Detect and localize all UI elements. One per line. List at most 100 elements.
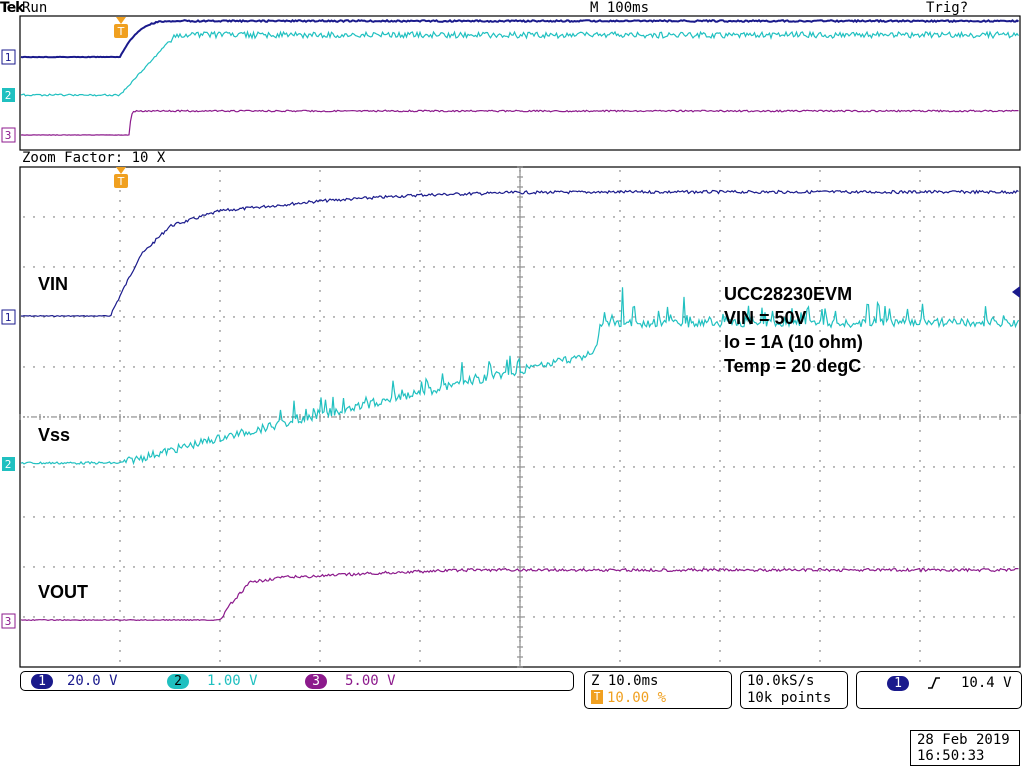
crosshair-dot	[519, 622, 521, 624]
crosshair-dot	[427, 416, 429, 418]
grid-dot	[883, 466, 885, 468]
crosshair-dot	[491, 416, 493, 418]
grid-dot	[243, 466, 245, 468]
grid-dot	[223, 616, 225, 618]
grid-dot	[873, 266, 875, 268]
grid-dot	[919, 650, 921, 652]
grid-dot	[719, 240, 721, 242]
grid-dot	[443, 516, 445, 518]
grid-dot	[119, 280, 121, 282]
annotation-line: Temp = 20 degC	[724, 356, 862, 376]
grid-dot	[343, 616, 345, 618]
crosshair-dot	[519, 254, 521, 256]
grid-dot	[593, 316, 595, 318]
grid-dot	[323, 616, 325, 618]
grid-dot	[833, 266, 835, 268]
grid-dot	[819, 650, 821, 652]
grid-dot	[119, 400, 121, 402]
grid-dot	[819, 270, 821, 272]
grid-dot	[713, 516, 715, 518]
grid-dot	[463, 466, 465, 468]
grid-dot	[343, 216, 345, 218]
crosshair-dot	[519, 258, 521, 260]
grid-dot	[413, 216, 415, 218]
grid-dot	[633, 316, 635, 318]
grid-dot	[763, 566, 765, 568]
grid-dot	[793, 516, 795, 518]
crosshair-dot	[71, 416, 73, 418]
grid-dot	[403, 616, 405, 618]
grid-dot	[83, 566, 85, 568]
grid-dot	[319, 500, 321, 502]
crosshair-dot	[519, 568, 521, 570]
crosshair-dot	[123, 416, 125, 418]
grid-dot	[573, 516, 575, 518]
crosshair-dot	[335, 416, 337, 418]
grid-dot	[863, 616, 865, 618]
grid-dot	[643, 616, 645, 618]
crosshair-dot	[83, 416, 85, 418]
grid-dot	[319, 310, 321, 312]
grid-dot	[193, 516, 195, 518]
grid-dot	[393, 566, 395, 568]
zoom-position: 10.00 %	[607, 690, 667, 706]
crosshair-dot	[783, 416, 785, 418]
grid-dot	[883, 516, 885, 518]
crosshair-dot	[519, 508, 521, 510]
grid-dot	[113, 516, 115, 518]
grid-dot	[43, 366, 45, 368]
ch3-badge: 3	[305, 673, 327, 689]
grid-dot	[819, 530, 821, 532]
crosshair-dot	[519, 620, 521, 622]
grid-dot	[533, 366, 535, 368]
grid-dot	[419, 210, 421, 212]
grid-dot	[163, 266, 165, 268]
grid-dot	[383, 466, 385, 468]
grid-dot	[719, 660, 721, 662]
grid-dot	[553, 616, 555, 618]
crosshair-dot	[519, 540, 521, 542]
grid-dot	[319, 260, 321, 262]
grid-dot	[119, 220, 121, 222]
crosshair-dot	[51, 416, 53, 418]
grid-dot	[693, 566, 695, 568]
crosshair-dot	[915, 416, 917, 418]
crosshair-dot	[27, 416, 29, 418]
crosshair-dot	[519, 532, 521, 534]
grid-dot	[819, 170, 821, 172]
grid-dot	[973, 316, 975, 318]
grid-dot	[119, 530, 121, 532]
grid-dot	[473, 516, 475, 518]
grid-dot	[819, 350, 821, 352]
grid-dot	[793, 216, 795, 218]
grid-dot	[143, 516, 145, 518]
grid-dot	[619, 310, 621, 312]
grid-dot	[123, 316, 125, 318]
grid-dot	[683, 516, 685, 518]
grid-dot	[133, 516, 135, 518]
crosshair-dot	[951, 416, 953, 418]
grid-dot	[593, 416, 595, 418]
grid-dot	[313, 466, 315, 468]
vss-label: Vss	[38, 425, 71, 445]
grid-dot	[553, 366, 555, 368]
grid-dot	[723, 516, 725, 518]
grid-dot	[443, 316, 445, 318]
grid-dot	[453, 466, 455, 468]
ch3-scale: 5.00 V	[345, 673, 396, 689]
grid-dot	[719, 300, 721, 302]
ch3-marker-zoom: 3	[1, 613, 16, 629]
grid-dot	[143, 216, 145, 218]
grid-dot	[919, 270, 921, 272]
grid-dot	[313, 366, 315, 368]
ch1-marker-overview: 1	[1, 49, 16, 65]
grid-dot	[493, 316, 495, 318]
grid-dot	[623, 616, 625, 618]
grid-dot	[843, 616, 845, 618]
vout-label: VOUT	[38, 582, 89, 602]
grid-dot	[919, 310, 921, 312]
trigger-marker-label: T	[117, 175, 125, 188]
grid-dot	[843, 316, 845, 318]
crosshair-dot	[519, 288, 521, 290]
grid-dot	[923, 616, 925, 618]
